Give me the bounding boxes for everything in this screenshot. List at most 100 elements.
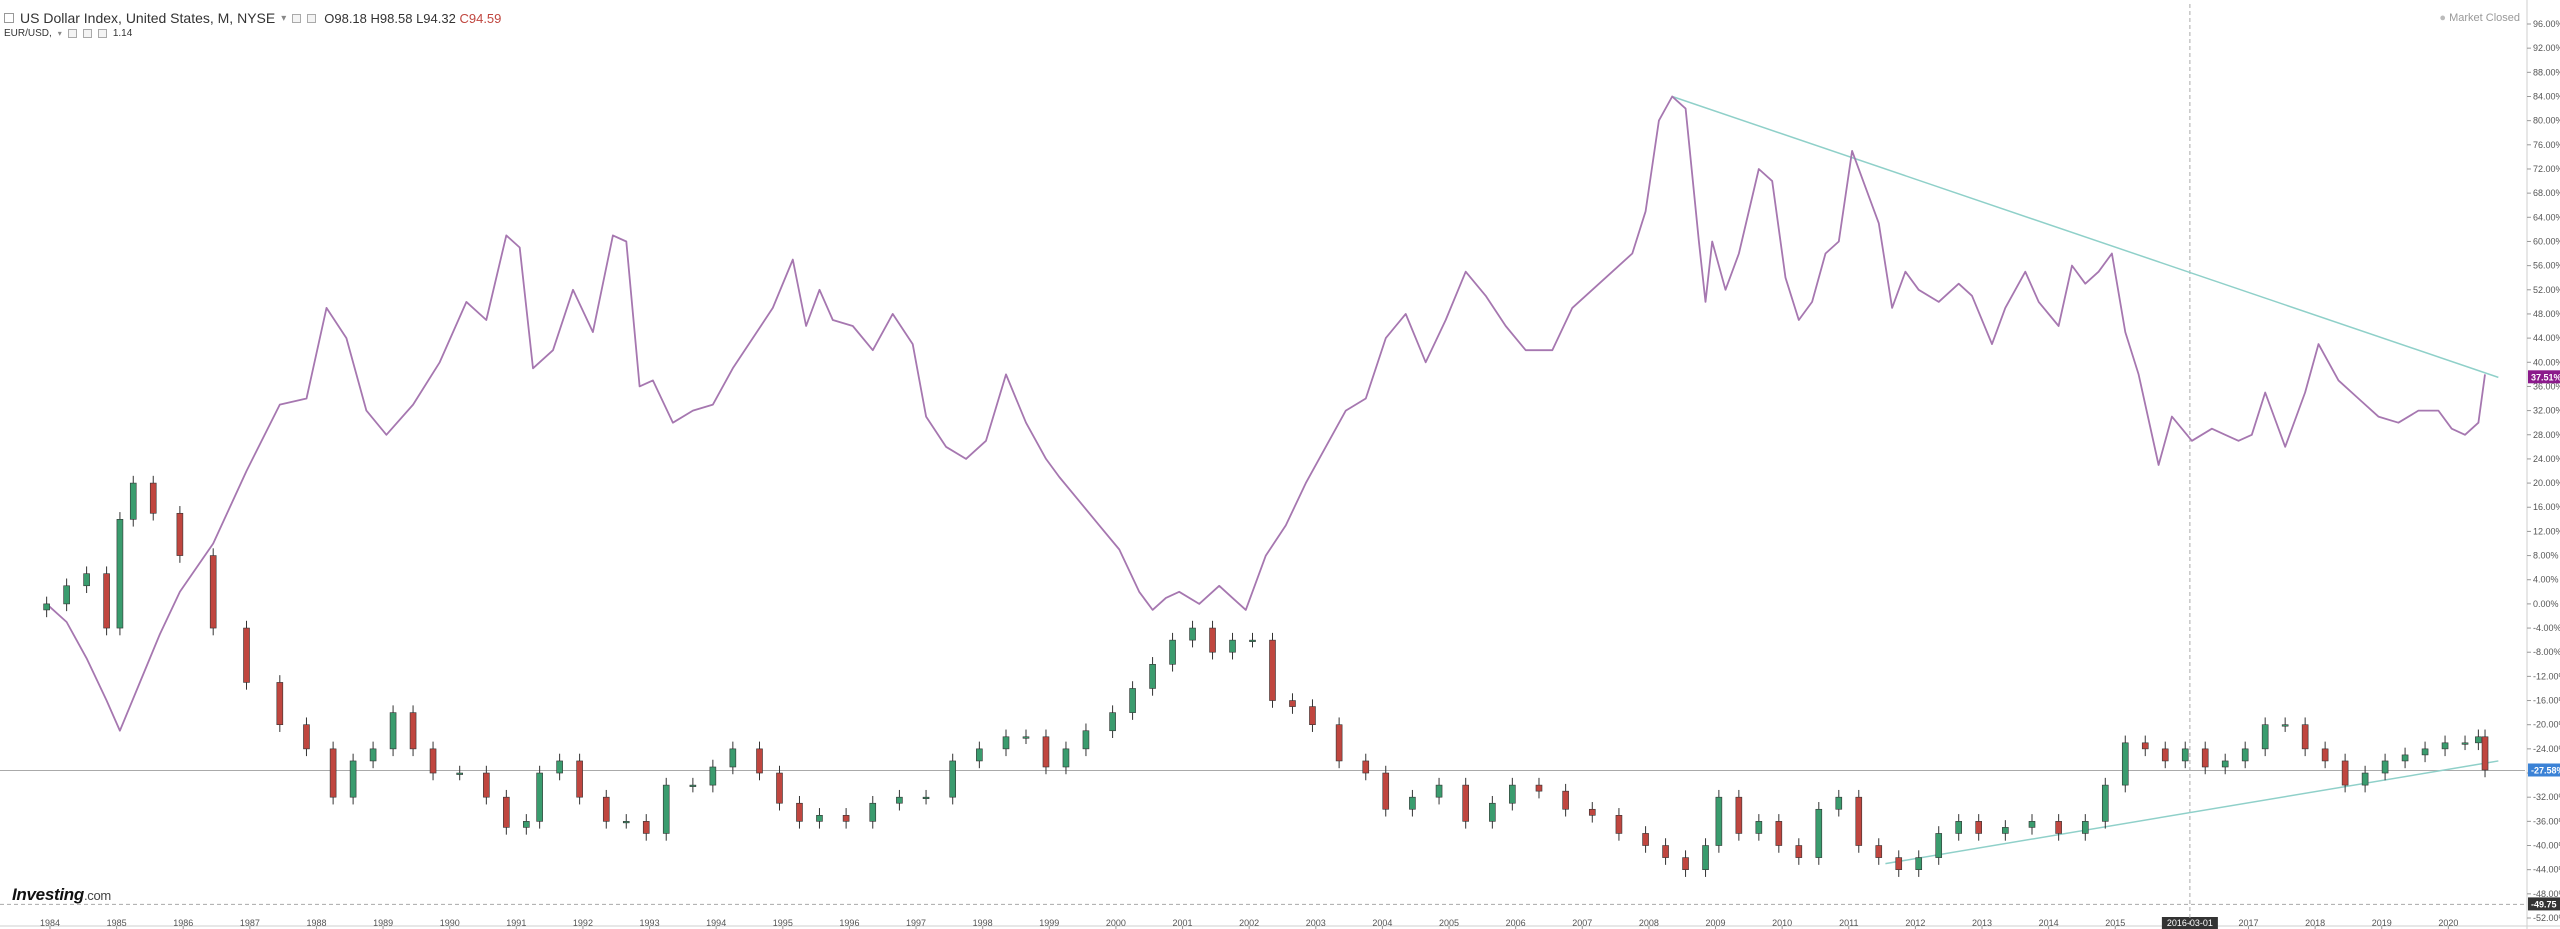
compare-hide-icon[interactable]: [82, 29, 92, 38]
candle-body: [1975, 821, 1982, 834]
candle-body: [662, 784, 670, 834]
candle-body: [1022, 736, 1030, 739]
x-tick-label: 2008: [1639, 918, 1659, 928]
chart-header: US Dollar Index, United States, M, NYSE …: [0, 0, 1200, 40]
candle-body: [1129, 688, 1136, 713]
candle-body: [176, 512, 184, 556]
y-tick-label: 76.00%: [2533, 140, 2560, 150]
candle-body: [2101, 784, 2109, 822]
instrument-title[interactable]: US Dollar Index, United States, M, NYSE: [20, 10, 276, 26]
candle-body: [2475, 736, 2482, 744]
candle-body: [483, 772, 490, 798]
settings-chevron-icon[interactable]: ▾: [281, 12, 287, 24]
candle-body: [456, 772, 463, 775]
compare-chevron-icon[interactable]: ▾: [57, 29, 62, 38]
x-tick-label: 2017: [2239, 918, 2259, 928]
eurusd-line: [45, 95, 2486, 732]
status-dot-icon: ●: [2439, 12, 2447, 24]
candle-body: [1002, 736, 1010, 750]
close-series-icon[interactable]: [307, 13, 317, 23]
compare-settings-icon[interactable]: [67, 29, 77, 38]
x-tick-label: 2015: [2105, 918, 2125, 928]
candle-body: [389, 712, 397, 750]
x-tick-label: 2011: [1839, 918, 1858, 928]
candle-body: [2421, 748, 2429, 756]
x-tick-label: 1985: [107, 918, 127, 928]
x-tick-label: 2002: [1239, 918, 1259, 928]
y-tick-label: -12.00%: [2533, 671, 2560, 681]
candle-body: [976, 748, 983, 762]
y-tick-label: 96.00%: [2533, 19, 2560, 29]
candle-body: [83, 573, 90, 587]
collapse-icon[interactable]: [4, 13, 14, 23]
candle-body: [2055, 821, 2062, 834]
candle-body: [1682, 857, 1689, 870]
logo-suffix: .com: [83, 888, 111, 903]
dxy-last-badge-bg: [2528, 763, 2560, 777]
candle-body: [776, 772, 783, 804]
candle-body: [329, 748, 337, 798]
candle-body: [1815, 808, 1823, 858]
candle-body: [729, 748, 737, 768]
y-tick-label: 24.00%: [2533, 454, 2560, 464]
candle-body: [1042, 736, 1050, 768]
y-tick-label: 60.00%: [2533, 236, 2560, 246]
candle-body: [1249, 639, 1256, 642]
x-tick-label: 2014: [2039, 918, 2059, 928]
y-tick-label: 88.00%: [2533, 67, 2560, 77]
x-tick-label: 2013: [1972, 918, 1992, 928]
candle-body: [642, 821, 650, 834]
y-tick-label: 20.00%: [2533, 478, 2560, 488]
y-tick-label: 80.00%: [2533, 116, 2560, 126]
y-tick-label: 12.00%: [2533, 526, 2560, 536]
candle-body: [429, 748, 437, 774]
market-status-text: Market Closed: [2449, 12, 2520, 24]
y-tick-label: -20.00%: [2533, 720, 2560, 730]
x-tick-label: 1999: [1039, 918, 1059, 928]
compare-value: 1.14: [112, 28, 133, 39]
compare-label[interactable]: EUR/USD,: [4, 28, 52, 39]
y-tick-label: 68.00%: [2533, 188, 2560, 198]
x-tick-label: 1989: [373, 918, 393, 928]
y-tick-label: 36.00%: [2533, 381, 2560, 391]
candle-body: [1209, 627, 1216, 653]
candle-body: [536, 772, 543, 822]
candle-body: [1535, 784, 1543, 792]
y-tick-label: 92.00%: [2533, 43, 2560, 53]
candle-body: [816, 815, 823, 822]
y-tick-label: 84.00%: [2533, 91, 2560, 101]
open-value: O98.18: [324, 10, 367, 26]
x-tick-label: 2018: [2305, 918, 2325, 928]
candle-body: [1615, 815, 1623, 834]
candle-body: [2401, 754, 2409, 762]
candle-body: [1462, 784, 1469, 822]
x-tick-label: 1992: [573, 918, 593, 928]
hide-series-icon[interactable]: [292, 13, 302, 23]
x-tick-label: 1997: [906, 918, 926, 928]
candle-body: [1489, 802, 1496, 822]
investing-logo: Investing.com: [12, 885, 111, 905]
compare-close-icon[interactable]: [97, 29, 107, 38]
logo-brand: Investing: [12, 885, 84, 904]
y-tick-label: 4.00%: [2533, 575, 2559, 585]
candle-body: [2201, 748, 2209, 768]
candle-body: [1269, 639, 1276, 701]
candle-body: [1835, 796, 1843, 810]
x-tick-label: 1988: [306, 918, 326, 928]
candle-body: [116, 519, 124, 629]
candle-body: [622, 821, 630, 824]
market-status: ● Market Closed: [2439, 12, 2520, 24]
y-tick-label: 56.00%: [2533, 261, 2560, 271]
candle-body: [689, 784, 697, 787]
x-tick-label: 1995: [773, 918, 793, 928]
candle-body: [1715, 796, 1723, 846]
candle-body: [2301, 724, 2309, 750]
x-tick-label: 1996: [839, 918, 859, 928]
candle-body: [1435, 784, 1443, 798]
candle-body: [1795, 845, 1803, 858]
candle-body: [896, 796, 903, 804]
candle-body: [1895, 857, 1903, 870]
candle-body: [409, 712, 417, 750]
crosshair-value-badge-bg: [2528, 897, 2560, 911]
